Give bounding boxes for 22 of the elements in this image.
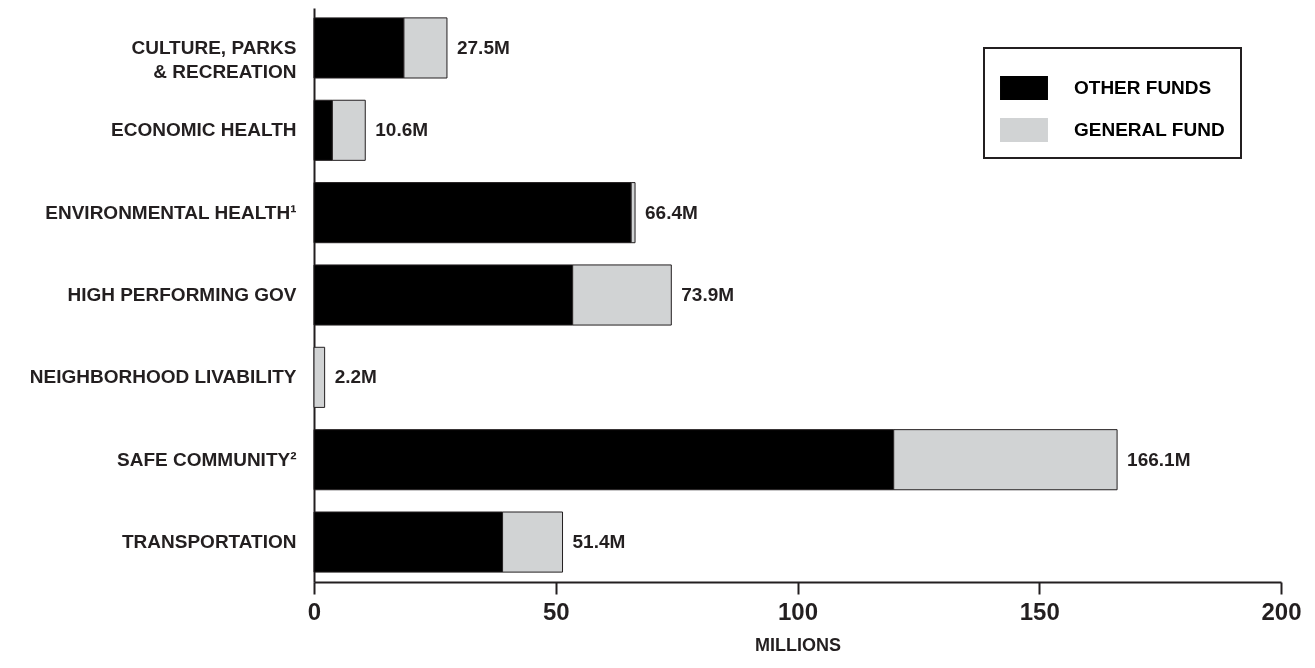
x-axis-title: MILLIONS (755, 634, 841, 655)
x-tick-label: 50 (542, 597, 570, 625)
total-label: 2.2M (334, 366, 377, 388)
y-tick-label: ECONOMIC HEALTH (111, 119, 297, 141)
x-tick-label: 100 (777, 597, 819, 625)
x-tick-label: 200 (1261, 597, 1302, 625)
total-label: 10.6M (375, 119, 429, 141)
legend-label: GENERAL FUND (1074, 119, 1225, 140)
total-label: 73.9M (681, 284, 735, 305)
y-tick-label: NEIGHBORHOOD LIVABILITY (29, 366, 297, 388)
total-label: 27.5M (456, 36, 510, 58)
y-tick-label: HIGH PERFORMING GOV (67, 284, 297, 305)
y-tick-label: ENVIRONMENTAL HEALTH¹ (45, 201, 297, 223)
legend-label: OTHER FUNDS (1074, 77, 1212, 98)
total-label: 66.4M (645, 201, 698, 223)
y-tick-label: SAFE COMMUNITY² (117, 448, 297, 470)
total-label: 51.4M (572, 531, 626, 553)
y-tick-label: CULTURE, PARKS & RECREATION (131, 36, 297, 82)
x-tick-label: 0 (307, 597, 322, 625)
x-tick-label: 150 (1019, 597, 1060, 625)
total-label: 166.1M (1127, 448, 1191, 470)
y-tick-label: TRANSPORTATION (121, 531, 297, 553)
